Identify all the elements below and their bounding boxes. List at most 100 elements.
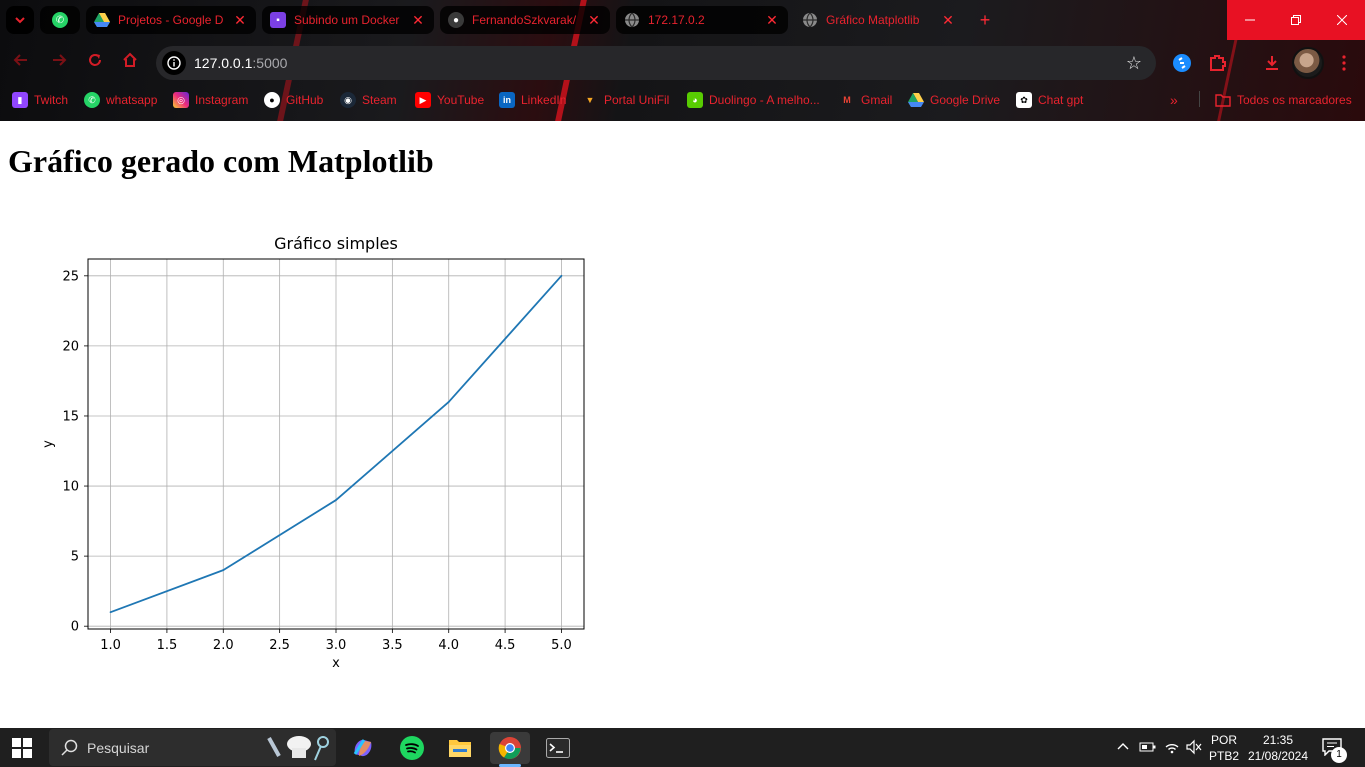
notifications-button[interactable]: 1 (1322, 738, 1348, 763)
bookmark-github[interactable]: ● GitHub (264, 91, 323, 109)
bookmark-portal-unifil[interactable]: ▼ Portal UniFil (582, 91, 670, 109)
forward-button[interactable] (48, 52, 70, 74)
x-tick-label: 1.0 (100, 638, 121, 653)
bookmark-steam[interactable]: ◉ Steam (340, 91, 397, 109)
page-title: Gráfico gerado com Matplotlib (8, 143, 434, 179)
tab-projetos-google-drive[interactable]: Projetos - Google D ✕ (86, 6, 256, 34)
wifi-icon[interactable] (1164, 739, 1180, 755)
x-tick-label: 3.5 (382, 638, 403, 653)
tab-strip: ✆ Projetos - Google D ✕ ▪ Subindo um Doc… (0, 0, 1365, 40)
spotify-icon (400, 736, 424, 760)
clock[interactable]: 21:35 21/08/2024 (1245, 732, 1311, 764)
data-point (335, 499, 337, 501)
home-button[interactable] (119, 52, 141, 74)
all-bookmarks-folder[interactable]: Todos os marcadores (1215, 91, 1352, 109)
close-icon[interactable]: ✕ (412, 11, 424, 28)
bookmark-gmail[interactable]: M Gmail (839, 91, 892, 109)
menu-kebab-icon[interactable] (1334, 53, 1354, 73)
active-app-indicator (499, 764, 521, 767)
x-tick-label: 2.5 (269, 638, 290, 653)
data-point (447, 401, 450, 403)
minimize-icon (1245, 19, 1255, 21)
tab-github-fernando[interactable]: ● FernandoSzkvarak/ ✕ (440, 6, 610, 34)
clock-date: 21/08/2024 (1247, 749, 1309, 763)
keyboard-layout: PTB2 (1208, 749, 1239, 763)
close-icon[interactable]: ✕ (588, 11, 600, 28)
tab-title: 172.17.0.2 (648, 13, 705, 27)
profile-avatar[interactable] (1292, 47, 1324, 79)
chart-title: Gráfico simples (274, 234, 398, 253)
bookmark-star-icon[interactable]: ☆ (1125, 53, 1142, 73)
folder-icon (1215, 92, 1231, 108)
system-tray (1114, 728, 1204, 767)
arrow-right-icon (53, 54, 67, 66)
y-tick-label: 15 (62, 409, 79, 424)
globe-icon (802, 12, 818, 28)
data-point (560, 274, 563, 277)
bookmark-label: Google Drive (930, 93, 1001, 107)
url-text[interactable]: 127.0.0.1:5000 (194, 55, 287, 71)
bookmark-label: Twitch (34, 93, 69, 107)
extensions-puzzle-icon[interactable] (1208, 53, 1228, 73)
tab-title: FernandoSzkvarak/ (472, 13, 577, 27)
chevron-up-icon[interactable] (1116, 740, 1130, 754)
bookmark-duolingo[interactable]: ◕ Duolingo - A melho... (687, 91, 820, 109)
tab-grafico-matplotlib[interactable]: Gráfico Matplotlib ✕ (794, 6, 964, 34)
gmail-icon: M (843, 95, 851, 105)
bookmarks-overflow-button[interactable]: » (1170, 92, 1178, 108)
bookmark-google-drive[interactable]: Google Drive (908, 91, 1000, 109)
taskbar-search[interactable]: Pesquisar (49, 729, 336, 766)
battery-icon[interactable] (1139, 740, 1157, 754)
page-content: Gráfico gerado com Matplotlib 1.0 1.5 2.0 2… (0, 121, 1365, 728)
taskbar-copilot[interactable] (343, 732, 383, 764)
x-tick-label: 1.5 (157, 638, 178, 653)
window-controls (1227, 0, 1365, 40)
site-info-icon[interactable] (162, 51, 186, 75)
folder-icon (449, 740, 471, 757)
bookmark-label: Chat gpt (1038, 93, 1084, 107)
start-button[interactable] (12, 738, 32, 758)
tab-subindo-docker[interactable]: ▪ Subindo um Docker ✕ (262, 6, 434, 34)
unifil-icon: ▼ (585, 95, 595, 105)
bookmark-label: GitHub (286, 93, 324, 107)
address-bar[interactable]: 127.0.0.1:5000 ☆ (156, 46, 1156, 80)
input-language[interactable]: POR PTB2 (1206, 732, 1242, 764)
tab-ip-address[interactable]: 172.17.0.2 ✕ (616, 6, 788, 34)
taskbar-chrome[interactable] (490, 732, 530, 764)
bookmark-label: whatsapp (106, 93, 158, 107)
volume-muted-icon[interactable] (1186, 739, 1202, 755)
windows-logo-icon (12, 738, 32, 758)
bookmark-chat-gpt[interactable]: ✿ Chat gpt (1016, 91, 1083, 109)
y-axis-ticks: 0 5 10 15 20 25 (62, 269, 88, 635)
x-tick-label: 2.0 (213, 638, 234, 653)
steam-icon: ◉ (340, 92, 356, 108)
notification-badge: 1 (1331, 747, 1347, 763)
x-tick-label: 5.0 (551, 638, 572, 653)
taskbar-terminal[interactable] (538, 732, 578, 764)
bookmark-whatsapp[interactable]: ✆ whatsapp (84, 91, 157, 109)
restore-button[interactable] (1273, 0, 1319, 40)
bookmark-youtube[interactable]: ▶ YouTube (415, 91, 484, 109)
reload-button[interactable] (84, 52, 106, 74)
close-window-button[interactable] (1319, 0, 1365, 40)
bookmark-instagram[interactable]: ◎ Instagram (173, 91, 248, 109)
url-host: 127.0.0.1 (194, 55, 253, 71)
bookmark-twitch[interactable]: ▮ Twitch (12, 91, 68, 109)
taskbar-spotify[interactable] (392, 732, 432, 764)
download-icon[interactable] (1262, 53, 1282, 73)
minimize-button[interactable] (1227, 0, 1273, 40)
tab-whatsapp[interactable]: ✆ (40, 6, 80, 34)
y-tick-label: 25 (62, 269, 79, 284)
tab-search-button[interactable] (6, 6, 34, 34)
shazam-extension-icon[interactable] (1172, 53, 1192, 73)
new-tab-button[interactable]: + (979, 10, 991, 30)
close-icon[interactable]: ✕ (766, 11, 778, 28)
data-point (109, 611, 112, 614)
duolingo-icon: ◕ (687, 92, 703, 108)
whatsapp-icon: ✆ (52, 12, 68, 28)
bookmark-linkedin[interactable]: in LinkedIn (499, 91, 566, 109)
close-icon[interactable]: ✕ (234, 11, 246, 28)
back-button[interactable] (10, 52, 32, 74)
close-icon[interactable]: ✕ (942, 11, 954, 28)
taskbar-file-explorer[interactable] (440, 732, 480, 764)
